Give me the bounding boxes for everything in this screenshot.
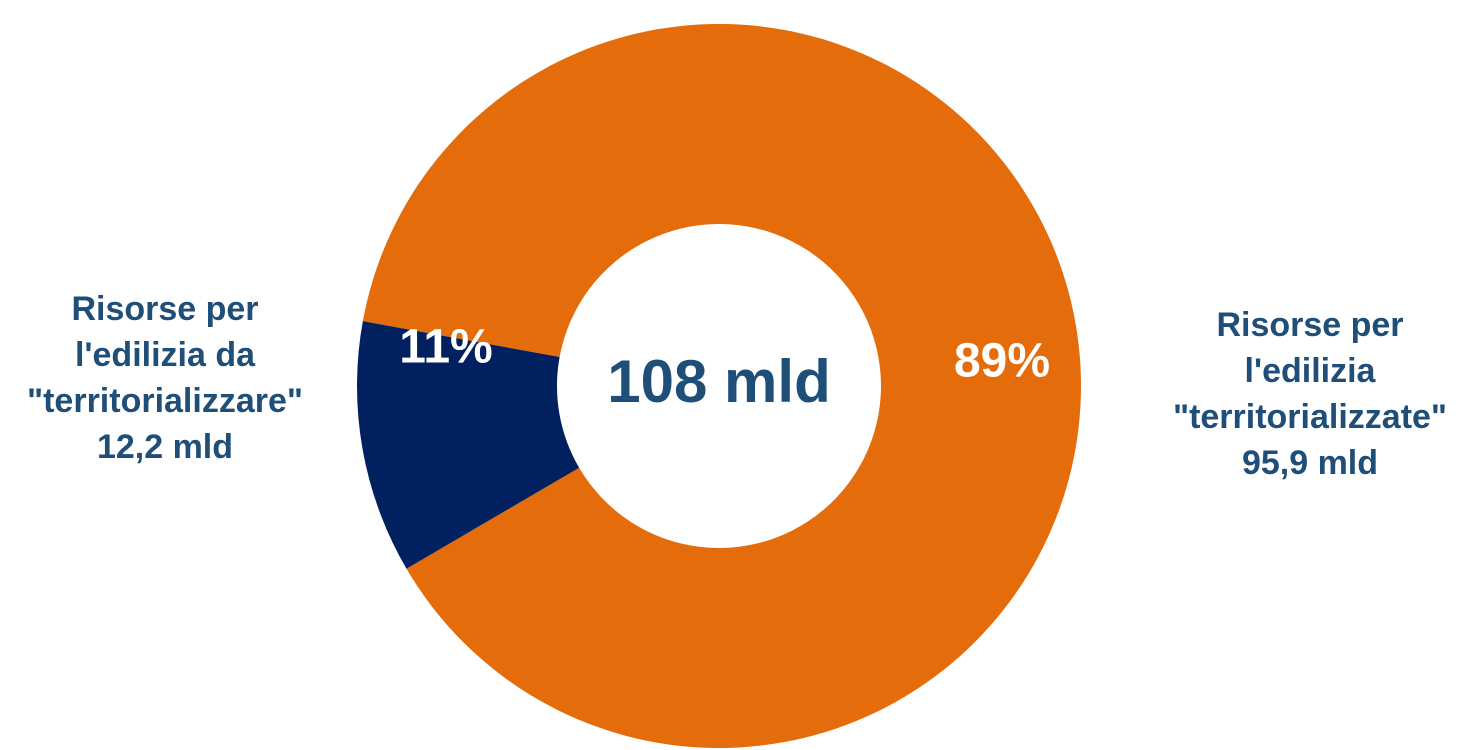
slice-label-line: Risorse per (1216, 306, 1404, 344)
slice-label-line: 95,9 mld (1241, 444, 1379, 482)
slice-percent-label-small: 11% (399, 321, 492, 374)
donut-slices (357, 23, 1081, 748)
slice-label-line: 12,2 mld (96, 428, 234, 466)
slice-label-line: "territorializzate" (1172, 398, 1448, 436)
donut-center-label: 108 mld (607, 348, 830, 415)
slice-percent-label-large: 89% (954, 335, 1050, 388)
donut-slice-1 (357, 321, 580, 569)
slice-label-line: l'edilizia (1244, 352, 1376, 390)
slice-label-line: Risorse per (71, 290, 259, 328)
donut-slice-0 (362, 23, 1081, 748)
slice-label-right: Risorse per l'edilizia "territorializzat… (1160, 302, 1460, 486)
slice-label-left: Risorse per l'edilizia da "territorializ… (15, 286, 315, 470)
slice-label-line: "territorializzare" (26, 382, 303, 420)
slice-label-line: l'edilizia da (74, 336, 256, 374)
